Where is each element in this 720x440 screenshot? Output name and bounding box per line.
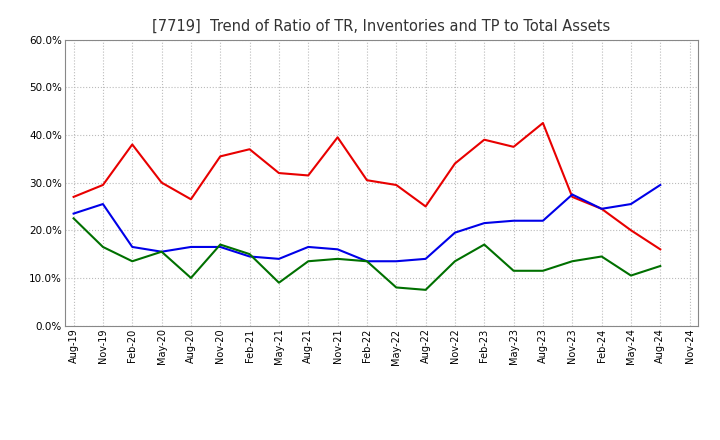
- Trade Payables: [304, 259, 312, 264]
- Trade Payables: [480, 242, 489, 247]
- Inventories: [216, 244, 225, 249]
- Inventories: [363, 259, 372, 264]
- Trade Receivables: [333, 135, 342, 140]
- Trade Payables: [246, 251, 254, 257]
- Inventories: [333, 247, 342, 252]
- Trade Receivables: [568, 194, 577, 199]
- Trade Receivables: [363, 178, 372, 183]
- Trade Payables: [626, 273, 635, 278]
- Trade Payables: [186, 275, 195, 281]
- Inventories: [99, 202, 107, 207]
- Trade Payables: [539, 268, 547, 273]
- Inventories: [69, 211, 78, 216]
- Inventories: [451, 230, 459, 235]
- Trade Payables: [216, 242, 225, 247]
- Trade Receivables: [480, 137, 489, 142]
- Trade Payables: [392, 285, 400, 290]
- Trade Payables: [421, 287, 430, 293]
- Trade Payables: [157, 249, 166, 254]
- Inventories: [598, 206, 606, 212]
- Trade Payables: [274, 280, 283, 285]
- Inventories: [186, 244, 195, 249]
- Trade Payables: [128, 259, 137, 264]
- Inventories: [509, 218, 518, 224]
- Inventories: [392, 259, 400, 264]
- Trade Receivables: [509, 144, 518, 150]
- Line: Trade Payables: Trade Payables: [73, 218, 660, 290]
- Trade Receivables: [304, 173, 312, 178]
- Trade Payables: [333, 256, 342, 261]
- Trade Receivables: [656, 247, 665, 252]
- Trade Payables: [509, 268, 518, 273]
- Inventories: [568, 192, 577, 197]
- Inventories: [128, 244, 137, 249]
- Trade Payables: [69, 216, 78, 221]
- Trade Receivables: [539, 121, 547, 126]
- Trade Receivables: [421, 204, 430, 209]
- Line: Trade Receivables: Trade Receivables: [73, 123, 660, 249]
- Trade Payables: [568, 259, 577, 264]
- Inventories: [656, 182, 665, 187]
- Title: [7719]  Trend of Ratio of TR, Inventories and TP to Total Assets: [7719] Trend of Ratio of TR, Inventories…: [153, 19, 611, 34]
- Trade Payables: [451, 259, 459, 264]
- Trade Receivables: [274, 170, 283, 176]
- Inventories: [246, 254, 254, 259]
- Trade Receivables: [128, 142, 137, 147]
- Inventories: [421, 256, 430, 261]
- Inventories: [157, 249, 166, 254]
- Trade Payables: [598, 254, 606, 259]
- Inventories: [480, 220, 489, 226]
- Line: Inventories: Inventories: [73, 185, 660, 261]
- Trade Receivables: [157, 180, 166, 185]
- Inventories: [274, 256, 283, 261]
- Inventories: [539, 218, 547, 224]
- Trade Payables: [656, 264, 665, 269]
- Trade Receivables: [246, 147, 254, 152]
- Trade Receivables: [69, 194, 78, 199]
- Inventories: [626, 202, 635, 207]
- Trade Receivables: [392, 182, 400, 187]
- Trade Receivables: [598, 206, 606, 212]
- Trade Receivables: [626, 227, 635, 233]
- Trade Receivables: [216, 154, 225, 159]
- Inventories: [304, 244, 312, 249]
- Trade Receivables: [186, 197, 195, 202]
- Trade Receivables: [451, 161, 459, 166]
- Trade Receivables: [99, 182, 107, 187]
- Trade Payables: [363, 259, 372, 264]
- Trade Payables: [99, 244, 107, 249]
